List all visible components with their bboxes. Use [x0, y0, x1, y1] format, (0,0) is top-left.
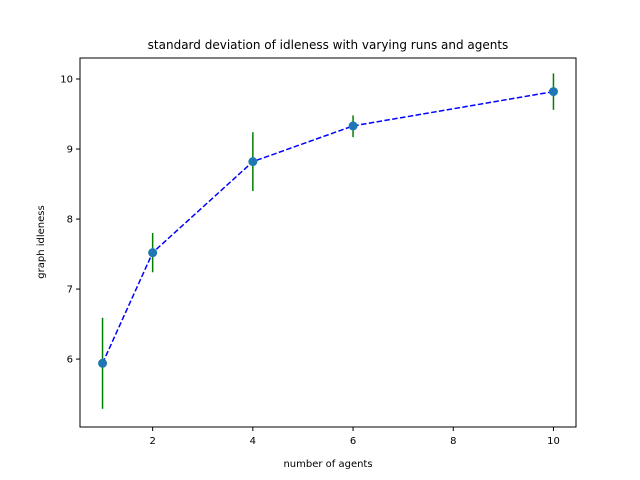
- y-tick-label: 10: [60, 75, 73, 86]
- data-point: [98, 358, 108, 368]
- x-tick-label: 6: [350, 436, 356, 447]
- data-point: [148, 248, 158, 258]
- data-point: [348, 121, 358, 131]
- plot-area: [80, 58, 576, 427]
- series-layer: [98, 73, 558, 409]
- plot-frame: [79, 57, 577, 428]
- x-tick-label: 8: [450, 436, 456, 447]
- y-tick-label: 7: [67, 285, 73, 296]
- x-axis-label: number of agents: [283, 459, 372, 470]
- y-axis-label: graph idleness: [36, 205, 47, 278]
- y-tick-label: 9: [67, 145, 73, 156]
- y-tick-label: 6: [67, 355, 73, 366]
- x-tick-label: 10: [547, 436, 560, 447]
- data-point: [248, 157, 258, 167]
- x-tick-label: 4: [250, 436, 256, 447]
- x-tick-label: 2: [149, 436, 155, 447]
- data-point: [548, 87, 558, 97]
- y-tick-label: 8: [67, 215, 73, 226]
- chart-title: standard deviation of idleness with vary…: [148, 38, 509, 52]
- axes-layer: 2 4 6 8 10 6 7 8 9 10: [60, 57, 577, 447]
